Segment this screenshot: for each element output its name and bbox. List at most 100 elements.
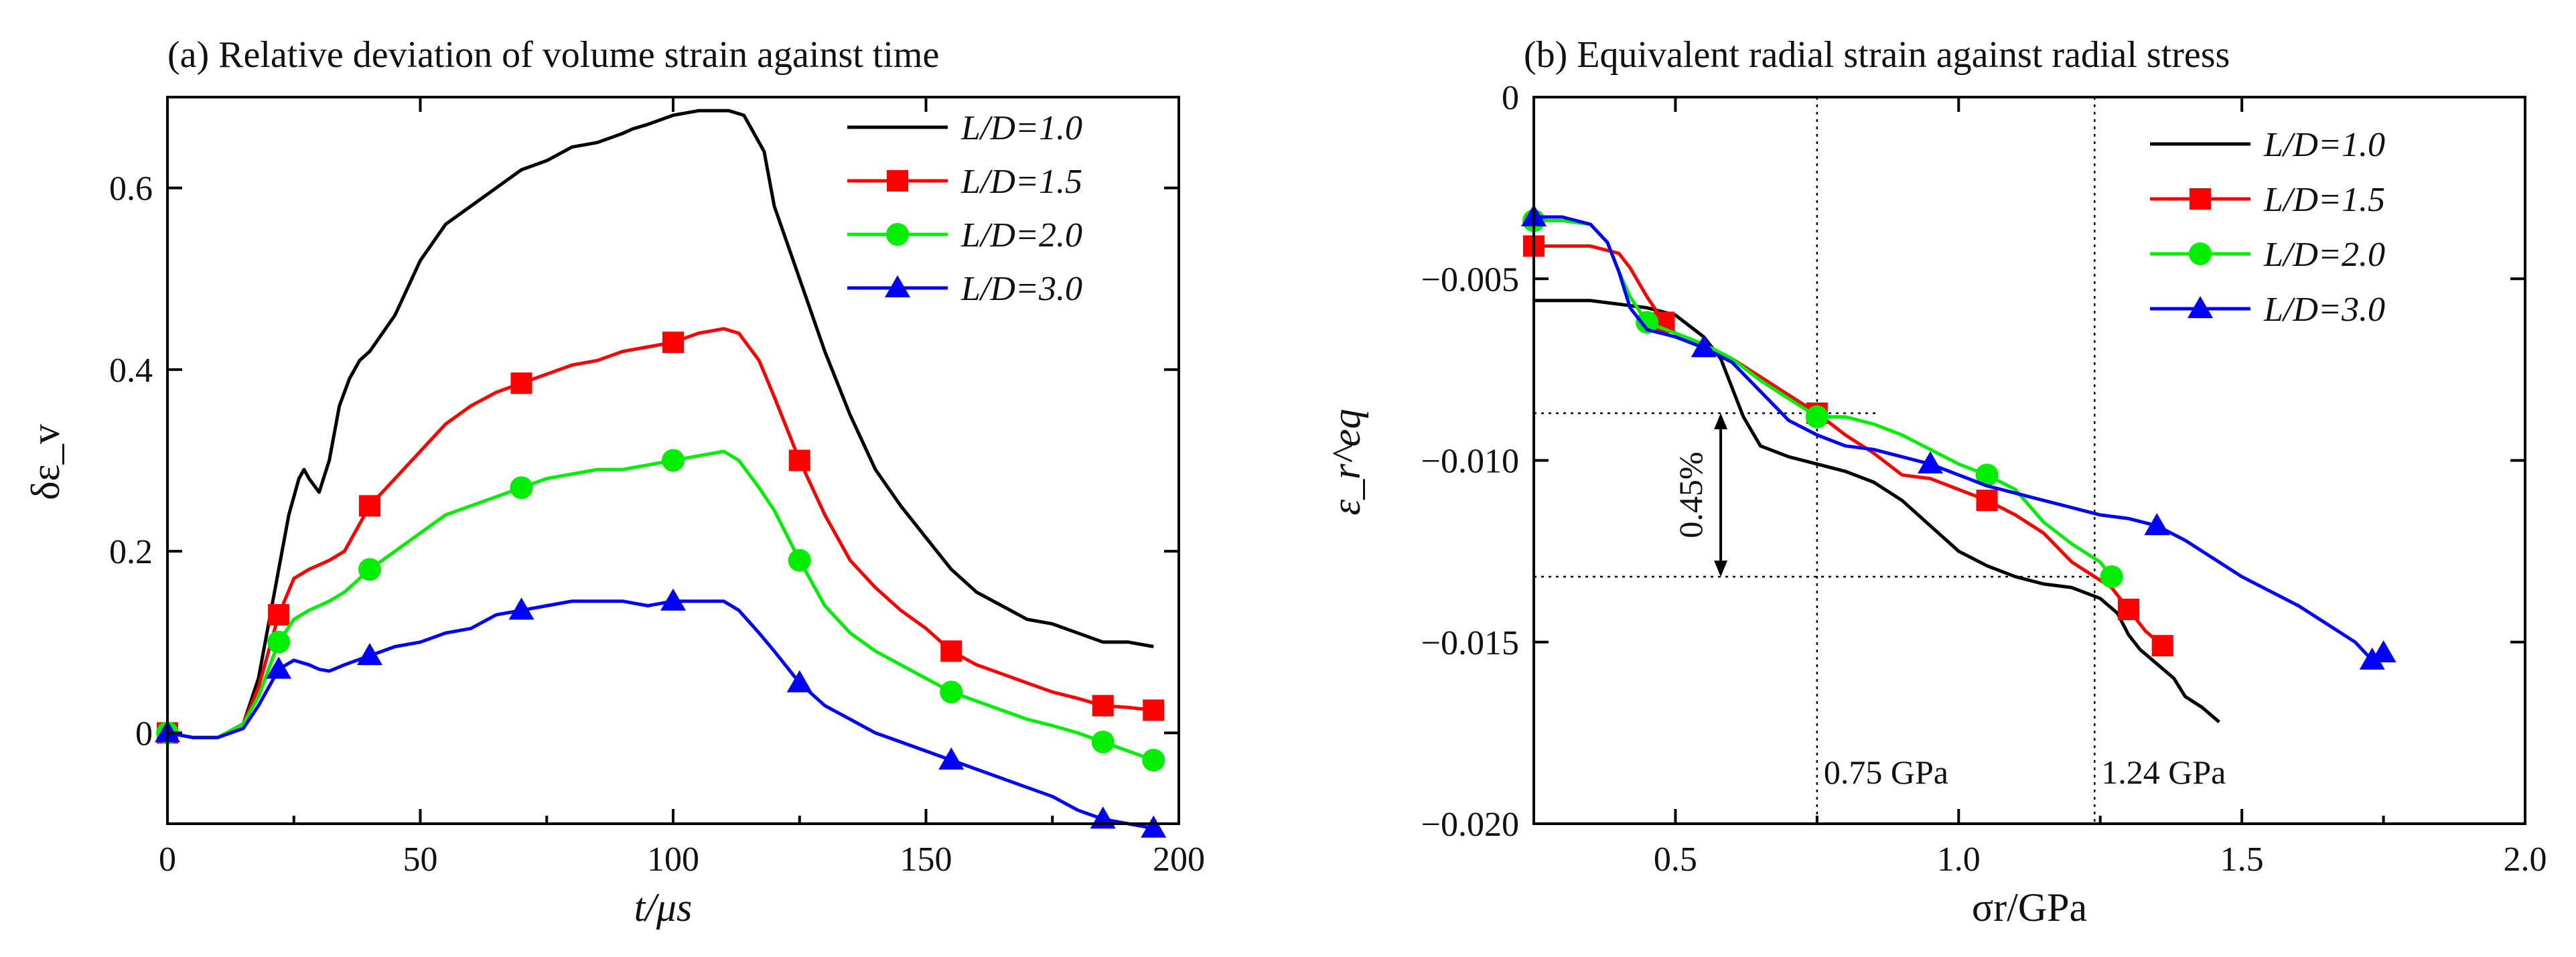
legend-marker [2190,188,2211,210]
y-tick-label: 0 [1502,79,1519,117]
series-l-d-1-0 [167,108,1154,739]
data-point [2151,635,2173,657]
data-point [662,332,684,354]
x-tick-label: 200 [1153,840,1205,879]
data-point [268,604,290,626]
data-point [266,656,292,679]
legend-label: L/D=2.0 [2263,236,2385,274]
data-point [510,372,532,394]
panel-a-y-axis-label: δε_v [23,424,68,500]
panel-b-title: (b) Equivalent radial strain against rad… [1524,34,2230,76]
y-tick-label: −0.020 [1421,806,1519,844]
data-point [2100,565,2123,589]
legend-item-l-d-2-0: L/D=2.0 [847,216,1082,254]
data-point [2144,513,2170,536]
x-tick-label: 150 [900,840,952,879]
panel-a-title: (a) Relative deviation of volume strain … [167,34,939,76]
data-point [1975,463,1999,487]
series-line-l-d-1-0 [167,108,1154,739]
data-point [660,588,686,611]
legend-label: L/D=3.0 [2263,291,2385,329]
y-tick-label: 0.4 [109,352,153,390]
data-point [938,747,964,770]
data-point [940,640,962,662]
legend-item-l-d-3-0: L/D=3.0 [2150,291,2385,329]
gap-arrow-head-down [1714,561,1728,577]
legend-label: L/D=1.5 [960,163,1082,201]
series-l-d-1-5 [157,327,1165,744]
panel-a-x-axis-label: t/μs [634,885,693,930]
data-point [357,643,382,666]
legend-marker [885,275,910,297]
series-l-d-2-0 [1522,209,2123,589]
data-point [1143,699,1165,721]
legend-item-l-d-2-0: L/D=2.0 [2150,236,2385,274]
series-line-l-d-1-5 [1534,244,2164,648]
panel-b-y-axis-label: ε_r^eq [1324,409,1368,516]
data-point [1092,694,1114,717]
data-point [788,548,811,572]
x-tick-label: 50 [403,840,438,879]
data-point [2118,598,2139,620]
y-tick-label: 0.2 [109,533,153,571]
series-l-d-3-0 [1521,204,2396,670]
x-tick-label: 0.5 [1654,840,1697,879]
data-point [1691,335,1717,358]
x-tick-label: 100 [647,840,699,879]
data-point [358,558,381,581]
data-point [2359,647,2385,670]
series-line-l-d-1-5 [167,327,1154,739]
legend-label: L/D=3.0 [960,270,1082,308]
data-point [508,597,534,620]
reference-vline-label: 0.75 GPa [1824,753,1948,791]
series-line-l-d-3-0 [1534,215,2384,662]
y-tick-label: −0.010 [1421,443,1519,481]
legend-item-l-d-1-5: L/D=1.5 [847,163,1082,201]
data-point [1141,815,1167,838]
data-point [510,476,533,500]
panel-b-chart: (b) Equivalent radial strain against rad… [1324,34,2547,930]
panel-a-chart: (a) Relative deviation of volume strain … [23,34,1205,930]
data-point [1918,451,1943,473]
legend-item-l-d-1-0: L/D=1.0 [2150,126,2385,164]
legend-marker [2189,242,2212,265]
data-point [1805,405,1829,429]
series-line-l-d-2-0 [167,449,1155,762]
data-point [2370,640,2396,663]
x-tick-label: 1.0 [1937,840,1981,879]
x-tick-label: 1.5 [2220,840,2264,879]
legend-item-l-d-1-5: L/D=1.5 [2150,181,2385,219]
panel-b-x-axis-label: σr/GPa [1972,885,2087,930]
legend-label: L/D=1.0 [2263,126,2385,164]
legend-marker [887,170,908,192]
data-point [1976,490,1998,512]
legend-item-l-d-3-0: L/D=3.0 [847,270,1082,308]
legend-label: L/D=1.5 [2263,181,2385,219]
data-point [1091,730,1115,753]
series-line-l-d-1-0 [1534,299,2220,724]
reference-vline-label: 1.24 GPa [2101,753,2226,791]
data-point [786,670,812,692]
legend-marker [886,223,909,246]
legend-label: L/D=1.0 [960,109,1082,147]
x-tick-label: 0 [159,840,176,879]
gap-label: 0.45% [1672,451,1709,538]
x-tick-label: 2.0 [2504,840,2547,879]
data-point [940,680,963,704]
legend-item-l-d-1-0: L/D=1.0 [847,109,1082,147]
y-tick-label: 0 [135,715,153,753]
data-point [662,449,685,472]
series-line-l-d-3-0 [167,599,1154,830]
data-point [1636,311,1659,334]
y-tick-label: −0.005 [1421,261,1519,299]
y-tick-label: −0.015 [1421,624,1519,662]
data-point [359,495,380,517]
gap-arrow-head-up [1714,413,1728,429]
legend-label: L/D=2.0 [960,216,1082,254]
series-l-d-1-0 [1534,299,2220,724]
legend-marker [2188,296,2213,318]
data-point [1142,749,1165,772]
data-point [788,449,810,471]
y-tick-label: 0.6 [109,170,153,208]
